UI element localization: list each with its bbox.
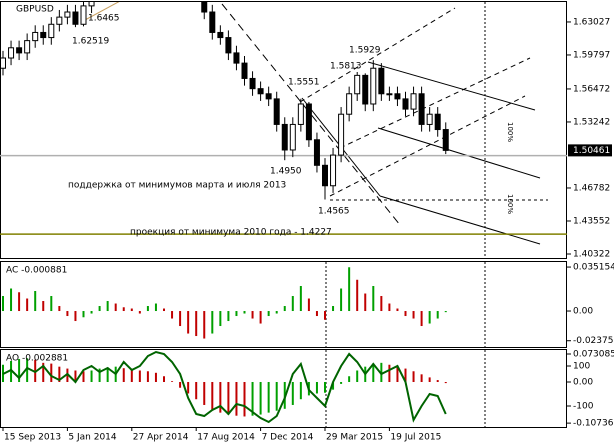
candle-body	[225, 37, 232, 54]
candle-body	[273, 98, 280, 125]
drawings	[84, 2, 548, 258]
y-tick-label: 1.56472	[573, 84, 610, 94]
candle-body	[257, 88, 264, 95]
last-price: 1.50461	[573, 146, 610, 156]
candle-body	[442, 129, 449, 151]
annotation: 1.5813	[330, 62, 362, 72]
y-tick-label: 1.40322	[573, 249, 610, 259]
x-tick-label: 7 Dec 2014	[262, 433, 314, 443]
candle-body	[233, 52, 240, 64]
main-frame	[0, 1, 567, 259]
ao-frame	[0, 349, 567, 428]
candle-body	[88, 2, 95, 7]
y-tick-label: 100	[573, 362, 590, 372]
y-tick-label: 0.00	[573, 377, 593, 387]
y-tick-label: 1.46782	[573, 183, 610, 193]
candles	[0, 2, 567, 235]
annotation: 1.5551	[288, 78, 320, 88]
candle-body	[80, 5, 87, 25]
candle-body	[201, 2, 208, 13]
y-tick-label: 1.63027	[573, 17, 610, 27]
x-tick-label: 19 Jul 2015	[390, 433, 441, 443]
candle-body	[0, 57, 6, 69]
candle-body	[418, 93, 425, 125]
candle-body	[265, 93, 272, 100]
candle-body	[434, 113, 441, 131]
bars	[2, 267, 447, 339]
y-tick-label: 0.035154	[573, 263, 614, 273]
annotation: 100%	[506, 122, 514, 142]
candle-body	[56, 16, 63, 25]
candle-body	[64, 11, 71, 18]
candle-body	[40, 31, 47, 39]
annotation: проекция от минимума 2010 года - 1.4227	[130, 228, 332, 238]
panel-title: GBPUSD	[16, 5, 54, 15]
candle-body	[362, 74, 369, 105]
x-tick-label: 27 Apr 2014	[133, 433, 189, 443]
candle-body	[48, 23, 55, 39]
y-tick-label: -100	[573, 402, 594, 412]
candle-body	[72, 11, 79, 25]
x-tick-label: 5 Jan 2014	[68, 433, 116, 443]
candle-body	[338, 113, 345, 156]
candle-body	[305, 103, 312, 141]
candle-body	[281, 123, 288, 151]
bars	[2, 350, 447, 424]
candle-body	[394, 93, 401, 100]
y-tick-label: 0.00	[573, 307, 593, 317]
annotation: 1.4565	[318, 207, 350, 217]
candle-body	[410, 93, 417, 110]
panel-title: AC -0.000881	[6, 266, 67, 276]
x-tick-label: 17 Aug 2014	[197, 433, 255, 443]
annotation: 1.5929	[349, 46, 381, 56]
sub-verticals	[325, 262, 486, 427]
y-tick-label: 1.59797	[573, 50, 610, 60]
candle-body	[16, 47, 23, 54]
candle-body	[8, 47, 15, 59]
annotation: 1.6465	[88, 14, 120, 24]
candle-body	[378, 67, 385, 95]
candle-body	[354, 74, 361, 95]
panel-title: AO -0.002881	[6, 354, 68, 364]
candle-body	[313, 139, 320, 166]
x-tick-label: 29 Mar 2015	[326, 433, 383, 443]
annotation: 100%	[506, 194, 514, 214]
annotation: 1.62519	[72, 37, 109, 47]
candle-body	[24, 40, 31, 54]
candle-body	[289, 123, 296, 151]
annotation: поддержка от минимумов марта и июля 2013	[68, 181, 286, 191]
candle-body	[209, 11, 216, 33]
x-tick-label: 15 Sep 2013	[4, 433, 61, 443]
y-tick-label: -0.023755	[573, 336, 614, 346]
candle-body	[249, 77, 256, 90]
candle-body	[346, 93, 353, 115]
ac-frame	[0, 261, 567, 348]
price-box	[568, 144, 612, 157]
indicator-line	[2, 350, 447, 424]
y-tick-label: 1.53242	[573, 117, 610, 127]
candle-body	[402, 98, 409, 110]
annotation: 1.4950	[270, 167, 302, 177]
candle-body	[241, 62, 248, 79]
candle-body	[297, 103, 304, 125]
candle-body	[426, 113, 433, 125]
candle-body	[370, 67, 377, 105]
candle-body	[386, 93, 393, 96]
y-tick-label: 0.073085	[573, 349, 614, 359]
candle-body	[330, 154, 337, 187]
candle-body	[322, 164, 328, 187]
candle-body	[217, 31, 224, 39]
candle-body	[32, 31, 39, 42]
y-tick-label: 1.43552	[573, 216, 610, 226]
